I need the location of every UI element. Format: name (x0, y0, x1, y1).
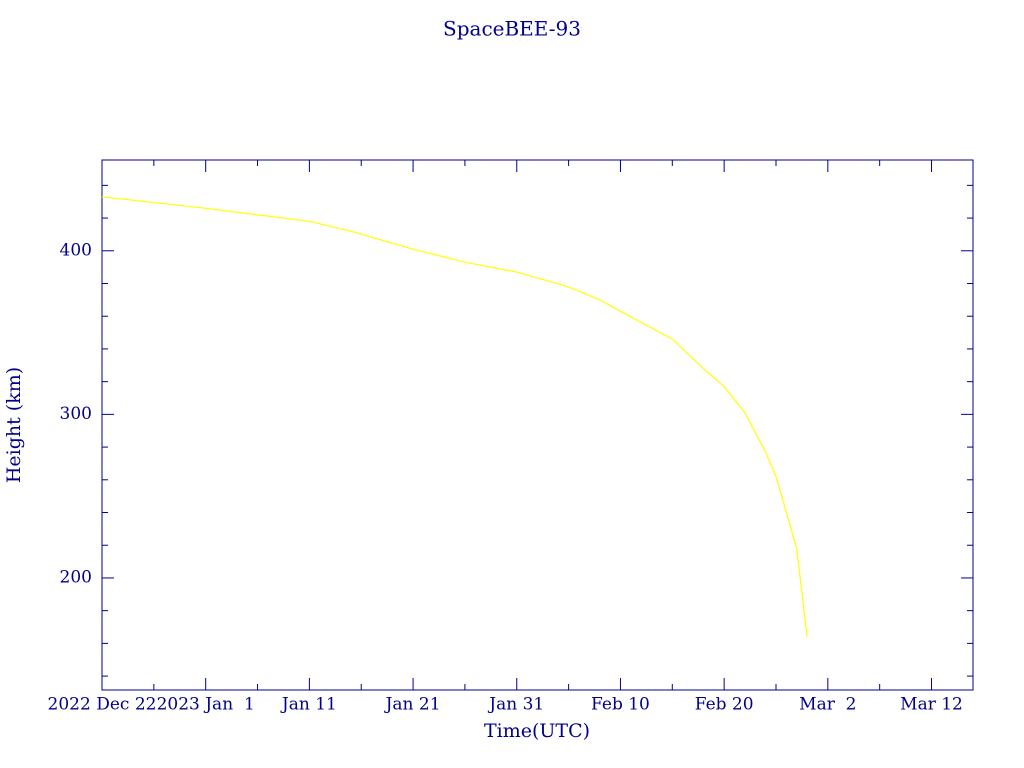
plot-frame (101, 159, 974, 691)
y-tick-label: 400 (60, 240, 92, 260)
x-tick-label: Jan 31 (487, 695, 544, 715)
x-tick-label: Jan 11 (280, 695, 337, 715)
x-tick-label: Mar 12 (900, 695, 963, 715)
y-tick-label: 300 (60, 404, 92, 424)
data-line (101, 196, 808, 637)
x-tick-label: Jan 21 (384, 695, 441, 715)
x-tick-label: Feb 10 (591, 695, 650, 715)
y-tick-label: 200 (60, 567, 92, 587)
x-axis-label: Time(UTC) (484, 720, 590, 742)
x-tick-label: Feb 20 (695, 695, 754, 715)
y-axis-label: Height (km) (3, 367, 25, 483)
x-tick-label: 2022 Dec 22 (48, 695, 157, 715)
chart-title: SpaceBEE-93 (443, 17, 581, 41)
x-tick-label: Mar 2 (799, 695, 856, 715)
x-tick-label: 2023 Jan 1 (157, 695, 255, 715)
